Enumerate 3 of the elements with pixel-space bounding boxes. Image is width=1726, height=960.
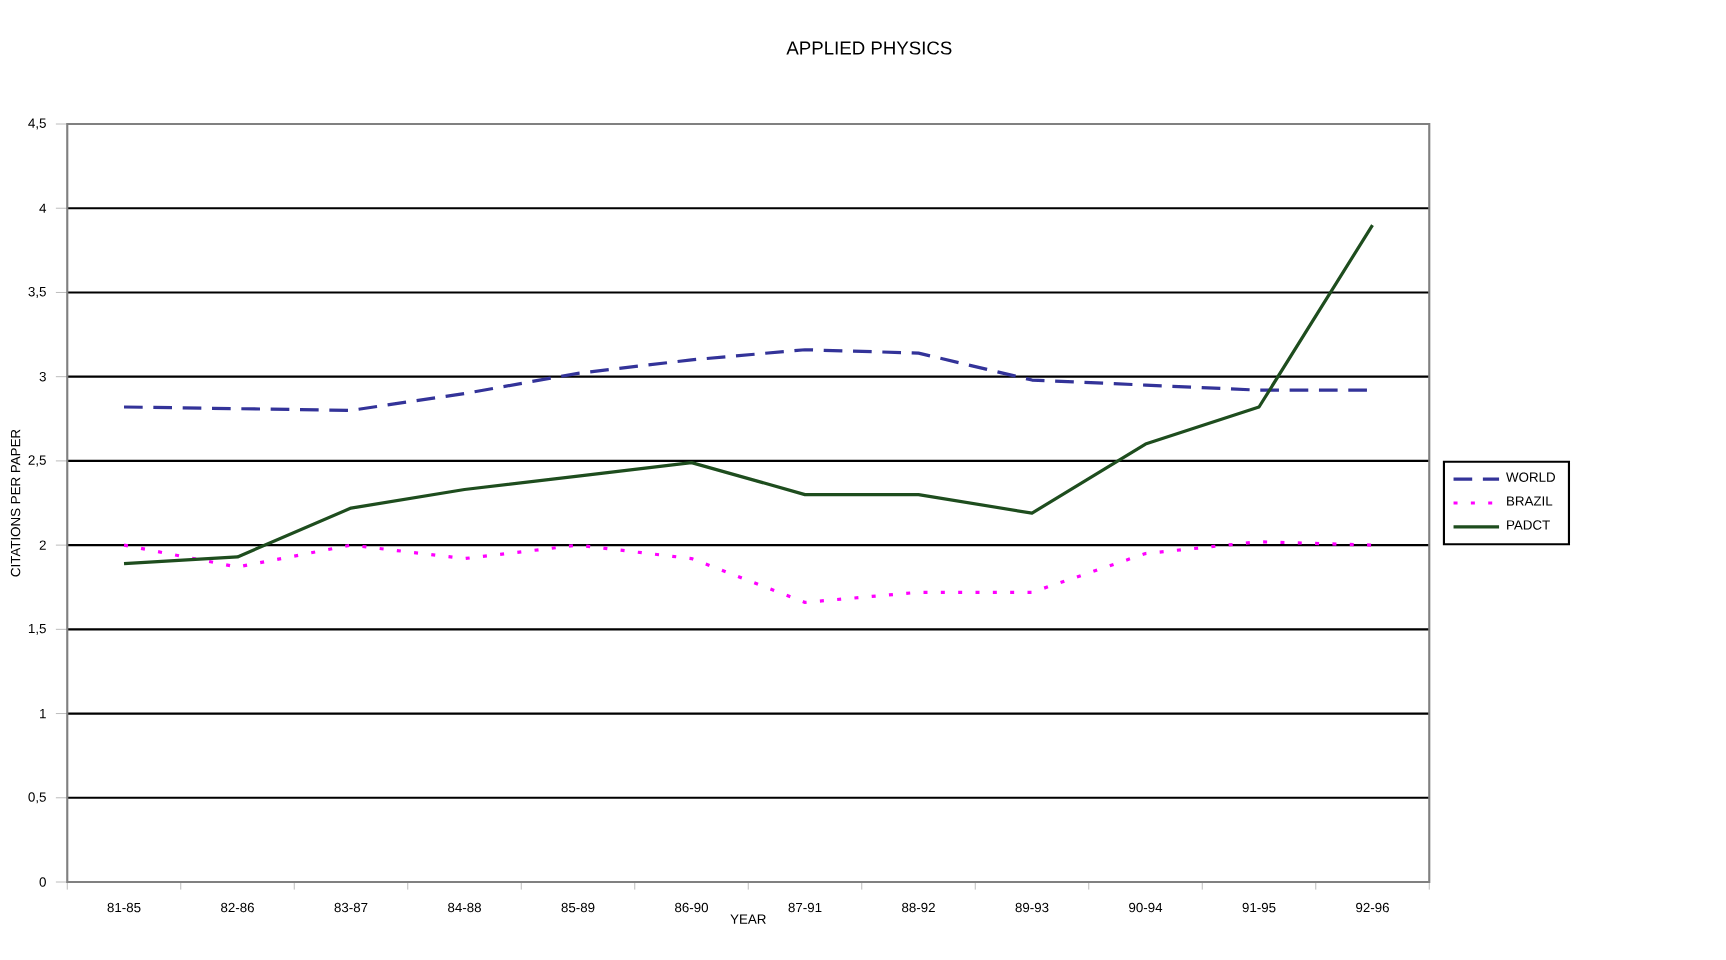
chart-title: APPLIED PHYSICS <box>786 41 952 55</box>
line-series <box>122 540 1375 604</box>
line-series <box>122 223 1375 566</box>
